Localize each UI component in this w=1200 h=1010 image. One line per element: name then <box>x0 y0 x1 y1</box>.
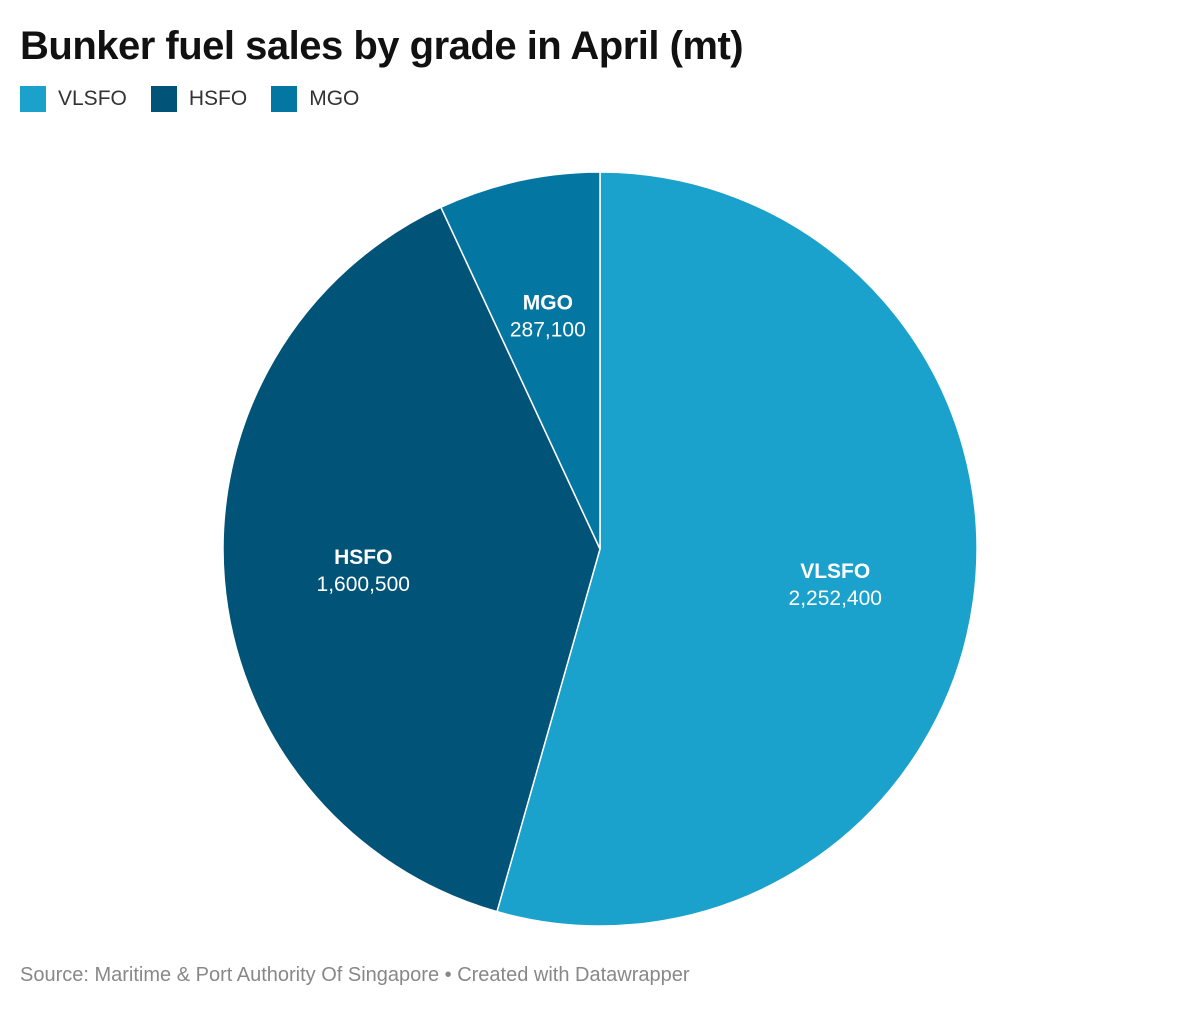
legend-swatch-hsfo <box>150 86 177 112</box>
legend-label-vlsfo: VLSFO <box>58 87 127 110</box>
footer: Source: Maritime & Port Authority Of Sin… <box>20 964 690 987</box>
legend-item-vlsfo: VLSFO <box>20 86 127 112</box>
source-note: Source: Maritime & Port Authority Of Sin… <box>20 964 440 986</box>
legend: VLSFO HSFO MGO <box>20 86 383 112</box>
chart-title: Bunker fuel sales by grade in April (mt) <box>20 24 744 68</box>
legend-swatch-mgo <box>271 86 298 112</box>
slice-label-vlsfo: VLSFO <box>800 560 870 583</box>
pie-slice-vlsfo <box>496 171 978 927</box>
slice-value-mgo: 287,100 <box>510 318 586 341</box>
legend-swatch-vlsfo <box>20 86 46 112</box>
slice-label-hsfo: HSFO <box>334 546 392 569</box>
legend-item-hsfo: HSFO <box>150 86 248 112</box>
credit-note: Created with Datawrapper <box>457 964 690 986</box>
pie-slices <box>222 171 978 927</box>
slice-value-vlsfo: 2,252,400 <box>789 587 882 610</box>
footer-separator: • <box>439 964 458 986</box>
legend-label-mgo: MGO <box>309 87 360 110</box>
slice-value-hsfo: 1,600,500 <box>317 573 410 596</box>
legend-item-mgo: MGO <box>271 86 359 112</box>
legend-label-hsfo: HSFO <box>188 87 248 110</box>
pie-slice-mgo <box>439 171 601 550</box>
slice-label-mgo: MGO <box>523 291 573 314</box>
pie-labels: VLSFO 2,252,400 HSFO 1,600,500 MGO 287,100 <box>317 291 882 609</box>
pie-slice-hsfo <box>222 206 601 913</box>
